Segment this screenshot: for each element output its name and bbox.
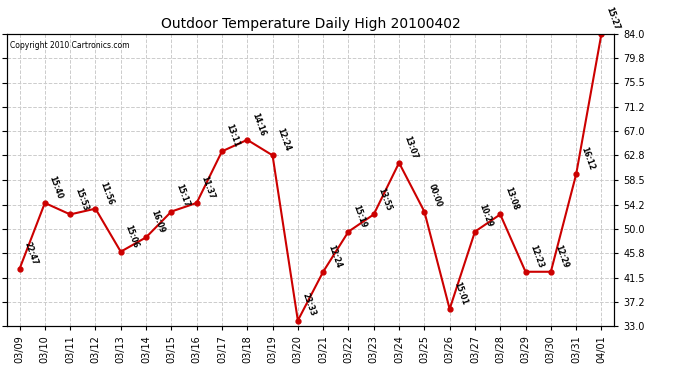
Text: 13:11: 13:11: [225, 123, 241, 148]
Text: 16:09: 16:09: [149, 209, 166, 235]
Text: 11:37: 11:37: [199, 174, 216, 200]
Text: 15:01: 15:01: [453, 280, 469, 306]
Text: 12:29: 12:29: [553, 243, 571, 269]
Text: 15:53: 15:53: [73, 186, 90, 211]
Text: Copyright 2010 Cartronics.com: Copyright 2010 Cartronics.com: [10, 41, 130, 50]
Text: 10:29: 10:29: [477, 203, 495, 229]
Text: 15:40: 15:40: [48, 174, 64, 200]
Text: 22:47: 22:47: [22, 240, 39, 266]
Text: 13:07: 13:07: [402, 134, 419, 160]
Text: 15:06: 15:06: [124, 223, 140, 249]
Text: 12:24: 12:24: [326, 243, 343, 269]
Text: 14:16: 14:16: [250, 111, 267, 137]
Text: 15:19: 15:19: [351, 203, 368, 229]
Text: 11:56: 11:56: [98, 180, 115, 206]
Text: 12:23: 12:23: [529, 243, 545, 269]
Text: 15:27: 15:27: [604, 5, 621, 31]
Text: 15:17: 15:17: [174, 183, 191, 209]
Title: Outdoor Temperature Daily High 20100402: Outdoor Temperature Daily High 20100402: [161, 17, 460, 31]
Text: 13:55: 13:55: [377, 186, 393, 211]
Text: 13:08: 13:08: [503, 186, 520, 211]
Text: 16:12: 16:12: [579, 146, 595, 171]
Text: 00:00: 00:00: [427, 183, 444, 209]
Text: 12:24: 12:24: [275, 127, 292, 153]
Text: 23:33: 23:33: [301, 292, 317, 318]
